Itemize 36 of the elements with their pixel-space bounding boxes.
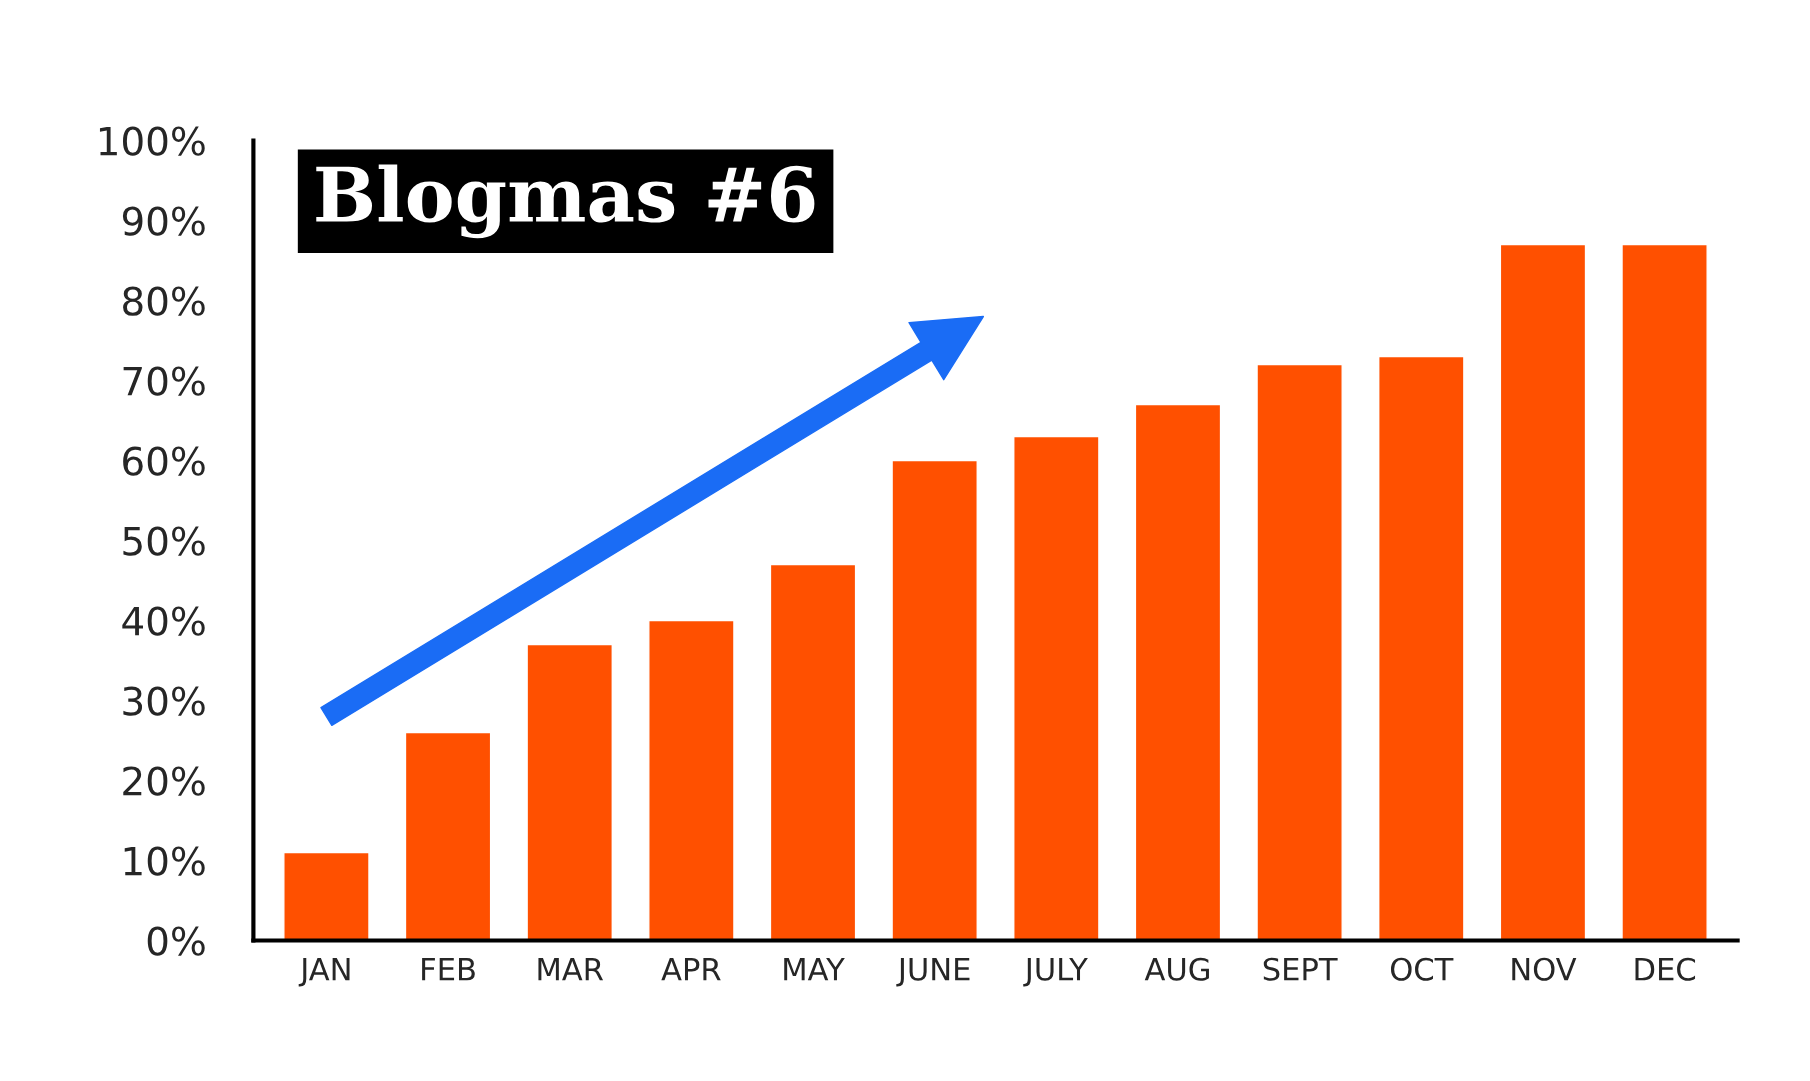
x-tick-label: JAN — [298, 958, 350, 987]
x-tick-label: DEC — [1635, 957, 1696, 981]
x-tick-label: SEPT — [1263, 957, 1338, 981]
y-tick-label: 100% — [99, 126, 205, 156]
y-tick-label: 80% — [123, 286, 205, 316]
y-tick-label: 50% — [123, 526, 205, 556]
x-tick-label: JUNE — [896, 958, 970, 987]
bar — [283, 851, 370, 941]
bar — [1378, 355, 1465, 941]
x-tick-label: APR — [661, 958, 721, 981]
x-tick-label: MAY — [784, 958, 845, 981]
bar — [1256, 363, 1343, 941]
y-tick-label: 30% — [123, 686, 205, 716]
bar — [769, 563, 857, 941]
bar — [404, 731, 492, 941]
bar — [1621, 243, 1708, 941]
y-tick-label: 90% — [122, 206, 205, 236]
y-tick-label: 60% — [123, 446, 205, 476]
chart-title: Blogmas #6 — [316, 164, 815, 239]
x-tick-label: NOV — [1512, 957, 1577, 981]
bar — [648, 619, 735, 941]
y-tick-label: 10% — [124, 846, 205, 876]
x-tick-label: JULY — [1023, 958, 1088, 987]
y-tick-label: 0% — [147, 926, 205, 956]
bar — [1013, 435, 1100, 941]
x-tick-label: MAR — [538, 958, 604, 981]
x-tick-label: FEB — [422, 958, 475, 981]
x-tick-label: AUG — [1144, 957, 1209, 981]
bar — [1134, 403, 1222, 941]
y-tick-label: 40% — [122, 606, 205, 636]
bar — [526, 643, 613, 941]
y-tick-label: 20% — [123, 766, 205, 796]
y-tick-label: 70% — [123, 366, 205, 396]
x-tick-label: OCT — [1390, 957, 1454, 981]
bar — [891, 459, 978, 941]
bar — [1499, 243, 1587, 941]
